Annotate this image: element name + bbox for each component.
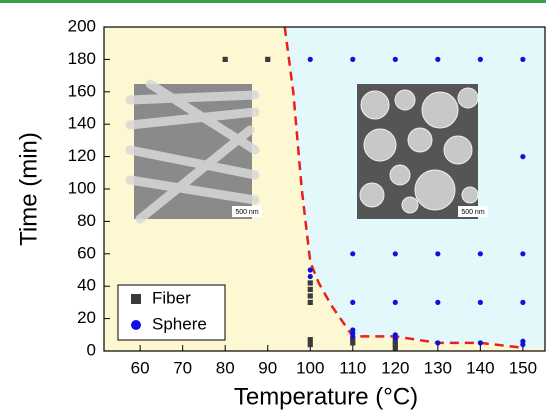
- y-tick-label: 60: [77, 243, 96, 262]
- x-tick-label: 150: [509, 358, 537, 377]
- point: [393, 300, 398, 305]
- point: [478, 251, 483, 256]
- x-tick-label: 60: [131, 358, 150, 377]
- point: [393, 251, 398, 256]
- point: [350, 300, 355, 305]
- point: [350, 251, 355, 256]
- x-tick-label: 130: [424, 358, 452, 377]
- point: [308, 342, 313, 347]
- point: [520, 154, 525, 159]
- x-tick-label: 70: [173, 358, 192, 377]
- legend-label: Fiber: [152, 288, 191, 307]
- y-tick-label: 100: [68, 178, 96, 197]
- point: [308, 287, 313, 292]
- point: [435, 251, 440, 256]
- point: [435, 57, 440, 62]
- point: [265, 57, 270, 62]
- point: [393, 345, 398, 350]
- top-bar: [0, 0, 546, 3]
- point: [520, 57, 525, 62]
- x-tick-label: 80: [216, 358, 235, 377]
- point: [350, 334, 355, 339]
- legend-marker: [131, 320, 141, 330]
- point: [308, 280, 313, 285]
- point: [350, 57, 355, 62]
- y-tick-label: 40: [77, 276, 96, 295]
- scale-label: 500 nm: [461, 209, 485, 216]
- point: [478, 57, 483, 62]
- x-tick-label: 140: [466, 358, 494, 377]
- point: [350, 340, 355, 345]
- point: [435, 340, 440, 345]
- point: [435, 300, 440, 305]
- point: [308, 267, 313, 272]
- point: [393, 57, 398, 62]
- y-tick-label: 140: [68, 114, 96, 133]
- point: [520, 342, 525, 347]
- y-tick-label: 0: [87, 340, 96, 359]
- point: [393, 335, 398, 340]
- legend-marker: [131, 294, 141, 304]
- y-tick-label: 200: [68, 16, 96, 35]
- page: {"chart_data":{"type":"scatter", "xlabel…: [0, 0, 546, 419]
- x-axis-label: Temperature (°C): [234, 383, 418, 410]
- x-tick-label: 110: [339, 358, 366, 377]
- point: [520, 251, 525, 256]
- y-tick-label: 160: [68, 81, 96, 100]
- scale-label: 500 nm: [235, 209, 259, 216]
- legend: Fiber Sphere: [118, 285, 225, 340]
- x-tick-label: 90: [258, 358, 277, 377]
- legend-label: Sphere: [152, 314, 207, 333]
- fiber-inset: 500 nm: [130, 84, 262, 219]
- point: [308, 300, 313, 305]
- chart: 500 nm 500 nm 0 20 40 60 80 100 120 140 160 180 20…: [0, 0, 546, 414]
- y-axis-label: Time (min): [15, 132, 42, 246]
- point: [478, 300, 483, 305]
- point: [223, 57, 228, 62]
- y-tick-label: 120: [68, 146, 96, 165]
- point: [520, 300, 525, 305]
- point: [308, 293, 313, 298]
- x-tick-label: 100: [296, 358, 324, 377]
- y-tick-label: 80: [77, 211, 96, 230]
- point: [308, 274, 313, 279]
- x-tick-label: 120: [381, 358, 409, 377]
- y-tick-label: 180: [68, 49, 96, 68]
- y-tick-label: 20: [77, 308, 96, 327]
- sphere-inset: 500 nm: [357, 84, 488, 219]
- point: [308, 57, 313, 62]
- point: [308, 337, 313, 342]
- point: [478, 340, 483, 345]
